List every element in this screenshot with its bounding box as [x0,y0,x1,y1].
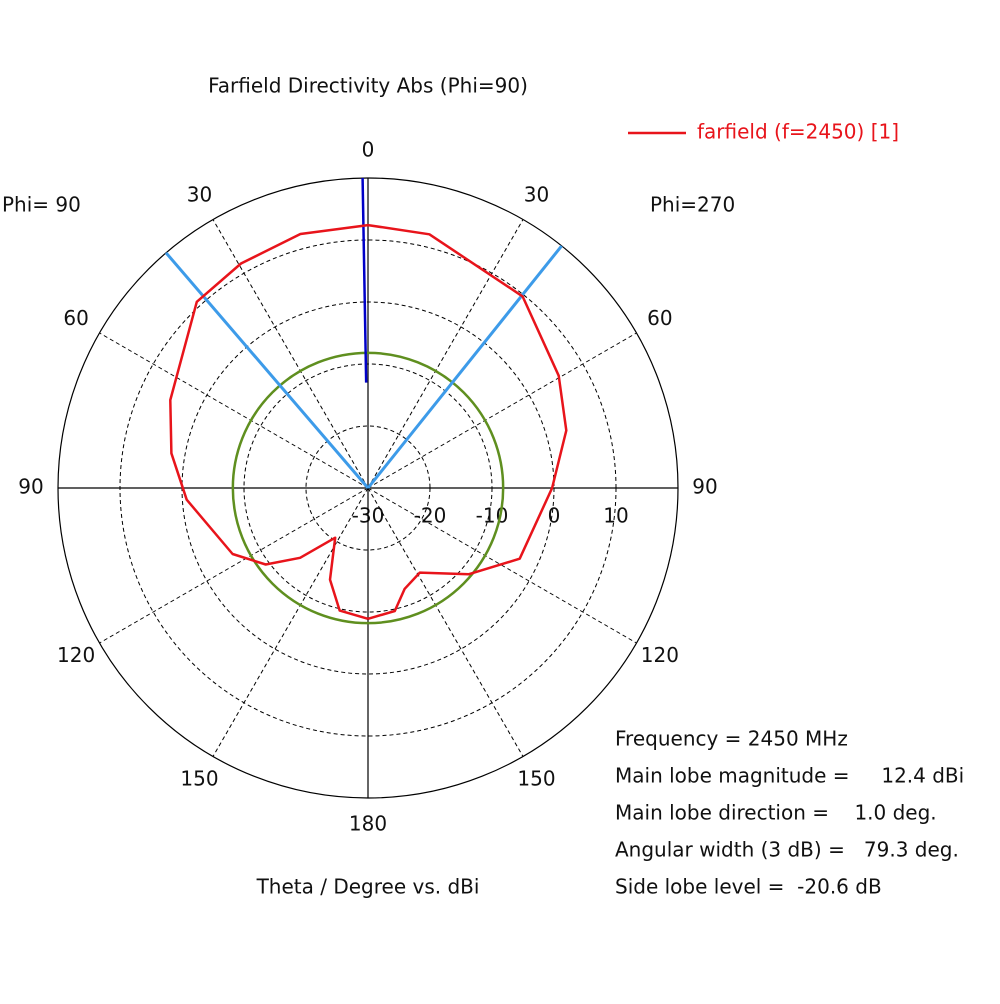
axis-label: Theta / Degree vs. dBi [256,875,480,899]
beam-edge-line [366,244,563,489]
annotation: Frequency = 2450 MHz [615,727,848,751]
theta-tick-label: 60 [63,306,88,330]
theta-tick-label: 60 [647,306,672,330]
theta-tick-label: 120 [57,643,95,667]
chart-title: Farfield Directivity Abs (Phi=90) [208,74,528,98]
angle-spoke [367,487,637,644]
theta-tick-label: 0 [362,138,375,162]
theta-tick-label: 150 [517,766,555,790]
angle-spoke [212,219,369,489]
annotation: Side lobe level = -20.6 dB [615,875,882,899]
legend-label: farfield (f=2450) [1] [697,120,899,144]
right-label: Phi=270 [650,193,735,217]
beam-edge-line [164,251,370,489]
theta-tick-label: 180 [349,812,387,836]
theta-tick-label: 30 [187,183,212,207]
annotation: Main lobe direction = 1.0 deg. [615,801,937,825]
angle-spoke [367,219,524,489]
theta-tick-label: 90 [692,475,717,499]
angle-spoke [99,332,369,489]
main-lobe-line [361,178,368,383]
r-tick-label: 10 [603,504,628,528]
angle-spoke [212,487,369,757]
left-label: Phi= 90 [2,193,81,217]
r-tick-label: 0 [548,504,561,528]
r-tick-label: -10 [476,504,509,528]
annotation: Main lobe magnitude = 12.4 dBi [615,764,964,788]
angle-spoke [99,487,369,644]
angle-spoke [367,487,524,757]
annotation: Angular width (3 dB) = 79.3 deg. [615,838,959,862]
theta-tick-label: 30 [524,183,549,207]
theta-tick-label: 150 [180,766,218,790]
pattern-curve [169,223,568,621]
side-lobe-circle [231,351,505,625]
theta-tick-label: 120 [641,643,679,667]
theta-tick-label: 90 [18,475,43,499]
angle-spoke [367,332,637,489]
